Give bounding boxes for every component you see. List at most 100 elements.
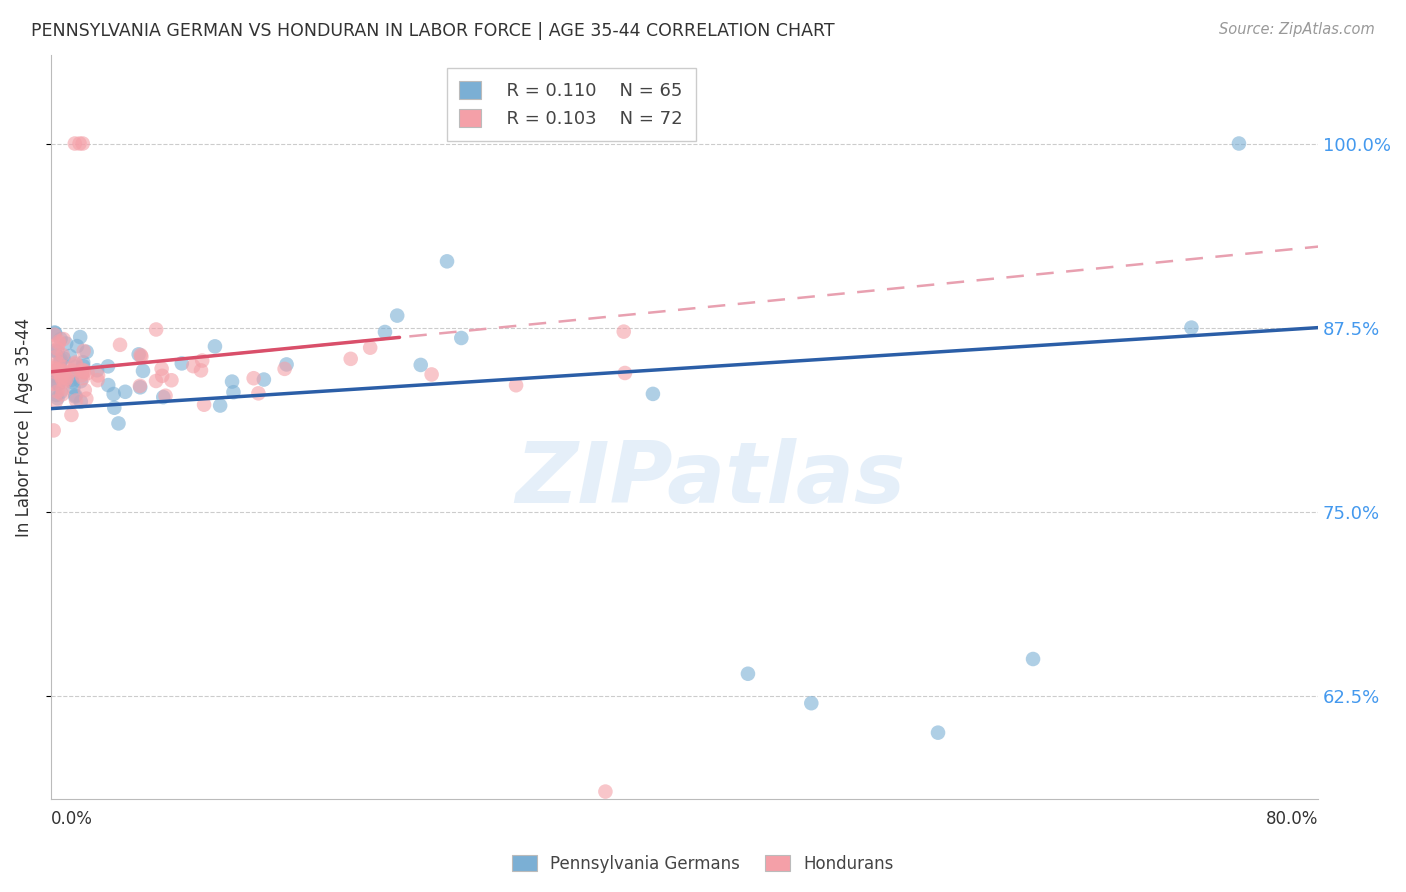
Point bbox=[129, 379, 152, 393]
Point bbox=[63, 136, 86, 151]
Point bbox=[52, 360, 75, 375]
Point bbox=[193, 398, 215, 412]
Point bbox=[152, 390, 174, 404]
Point bbox=[48, 336, 70, 351]
Point bbox=[69, 374, 91, 388]
Point bbox=[339, 351, 361, 366]
Legend: Pennsylvania Germans, Hondurans: Pennsylvania Germans, Hondurans bbox=[505, 848, 901, 880]
Point bbox=[46, 344, 69, 359]
Point bbox=[181, 359, 204, 374]
Point bbox=[97, 378, 120, 392]
Point bbox=[450, 331, 472, 345]
Point bbox=[44, 365, 66, 379]
Point bbox=[44, 327, 66, 342]
Point bbox=[65, 357, 87, 371]
Point bbox=[145, 322, 167, 336]
Point bbox=[46, 369, 69, 384]
Point bbox=[48, 377, 70, 392]
Point bbox=[103, 401, 125, 415]
Point bbox=[63, 390, 86, 404]
Point bbox=[45, 388, 67, 402]
Point bbox=[49, 361, 72, 376]
Point bbox=[276, 358, 298, 372]
Point bbox=[44, 362, 66, 376]
Point bbox=[191, 353, 214, 368]
Point bbox=[129, 348, 152, 362]
Point bbox=[86, 363, 108, 377]
Point bbox=[114, 384, 136, 399]
Point bbox=[46, 391, 69, 405]
Point bbox=[44, 326, 66, 340]
Point bbox=[132, 364, 155, 378]
Point bbox=[150, 361, 173, 376]
Point bbox=[273, 362, 295, 376]
Point bbox=[62, 375, 84, 389]
Text: PENNSYLVANIA GERMAN VS HONDURAN IN LABOR FORCE | AGE 35-44 CORRELATION CHART: PENNSYLVANIA GERMAN VS HONDURAN IN LABOR… bbox=[31, 22, 835, 40]
Point bbox=[48, 334, 70, 349]
Point bbox=[107, 417, 129, 431]
Point bbox=[160, 373, 183, 387]
Point bbox=[49, 385, 72, 400]
Point bbox=[222, 385, 245, 400]
Point bbox=[436, 254, 458, 268]
Point bbox=[65, 359, 87, 374]
Point bbox=[65, 355, 87, 369]
Y-axis label: In Labor Force | Age 35-44: In Labor Force | Age 35-44 bbox=[15, 318, 32, 537]
Point bbox=[86, 373, 108, 387]
Point bbox=[595, 784, 617, 798]
Point bbox=[150, 368, 173, 383]
Point bbox=[170, 356, 193, 370]
Point bbox=[48, 369, 70, 384]
Point bbox=[70, 365, 93, 379]
Point bbox=[48, 364, 70, 378]
Point bbox=[51, 387, 73, 401]
Point bbox=[108, 338, 131, 352]
Point bbox=[242, 371, 264, 385]
Point bbox=[145, 374, 167, 388]
Point bbox=[49, 332, 72, 346]
Point bbox=[52, 382, 75, 396]
Point bbox=[44, 326, 66, 340]
Point bbox=[505, 378, 527, 392]
Point bbox=[66, 339, 89, 353]
Point bbox=[46, 366, 69, 380]
Point bbox=[45, 394, 67, 409]
Point bbox=[52, 351, 75, 366]
Text: 80.0%: 80.0% bbox=[1265, 810, 1319, 828]
Point bbox=[52, 374, 75, 388]
Text: 0.0%: 0.0% bbox=[51, 810, 93, 828]
Point bbox=[52, 332, 75, 346]
Point bbox=[387, 309, 409, 323]
Point bbox=[641, 387, 664, 401]
Point bbox=[53, 375, 76, 389]
Point bbox=[48, 362, 70, 376]
Point bbox=[1180, 320, 1202, 334]
Point bbox=[76, 366, 98, 380]
Point bbox=[76, 344, 98, 359]
Point bbox=[190, 363, 212, 377]
Point bbox=[131, 350, 153, 364]
Point bbox=[45, 364, 67, 378]
Point bbox=[103, 387, 125, 401]
Point bbox=[73, 343, 96, 358]
Point bbox=[359, 341, 381, 355]
Point bbox=[1022, 652, 1045, 666]
Point bbox=[52, 348, 75, 362]
Point bbox=[69, 394, 91, 409]
Point bbox=[69, 330, 91, 344]
Point bbox=[60, 408, 83, 422]
Point bbox=[69, 136, 91, 151]
Point bbox=[800, 696, 823, 710]
Point bbox=[48, 376, 70, 391]
Point bbox=[52, 364, 75, 378]
Point bbox=[42, 424, 65, 438]
Point bbox=[65, 393, 87, 408]
Point bbox=[44, 343, 66, 358]
Point bbox=[46, 376, 69, 391]
Point bbox=[49, 355, 72, 369]
Point bbox=[65, 388, 87, 402]
Point bbox=[97, 359, 120, 374]
Point bbox=[49, 352, 72, 367]
Point bbox=[1227, 136, 1250, 151]
Point bbox=[45, 350, 67, 364]
